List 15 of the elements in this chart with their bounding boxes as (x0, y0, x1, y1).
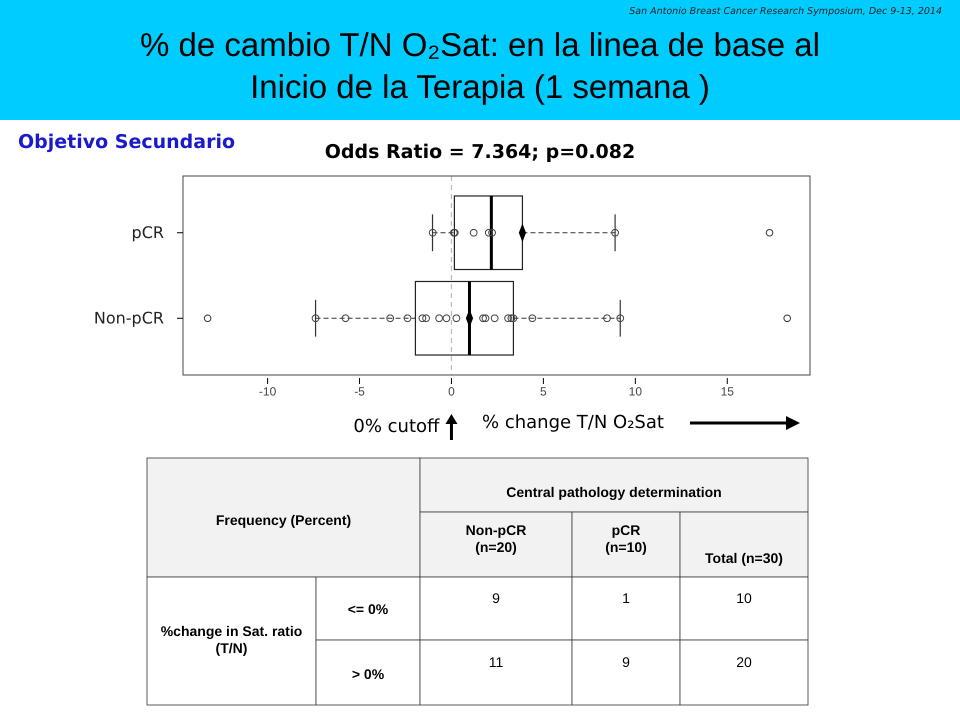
chart-title: % de cambio T/N O₂Sat: en la linea de base al Inicio de la Terapia (1 semana ) (140, 26, 820, 105)
ref-line-label: 0% cutoff (353, 416, 440, 437)
x-tick-label: 10 (628, 384, 642, 399)
chart-subtitle: Odds Ratio = 7.364; p=0.082 (324, 141, 636, 163)
y-tick-label: Non-pCR (94, 308, 164, 328)
frequency-table: Frequency (Percent) Central pathology determination Non-pCR (n=20) pCR (n=10) Total (n=30) %change in Sat. ratio (T/N) <= 0% > 0% 9 1 10 11 9 20 (146, 458, 808, 706)
x-tick-label: 0 (448, 384, 456, 399)
x-tick-label: -10 (258, 384, 277, 399)
x-axis-title: % change T/N O₂Sat (482, 412, 664, 433)
x-tick-label: 5 (540, 384, 548, 399)
x-tick-label: -5 (354, 384, 366, 399)
x-tick-label: 15 (720, 384, 734, 399)
text: Objetivo Secundario (18, 131, 236, 153)
y-tick-label: pCR (132, 222, 164, 242)
text: San Antonio Breast Cancer Research Symposium, Dec 9-13, 2014 (629, 6, 942, 17)
